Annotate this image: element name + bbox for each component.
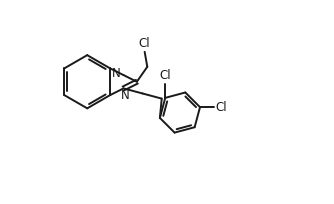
Text: N: N	[121, 89, 129, 102]
Text: N: N	[112, 67, 121, 80]
Text: Cl: Cl	[159, 69, 171, 82]
Text: Cl: Cl	[215, 101, 227, 114]
Text: Cl: Cl	[139, 37, 151, 50]
